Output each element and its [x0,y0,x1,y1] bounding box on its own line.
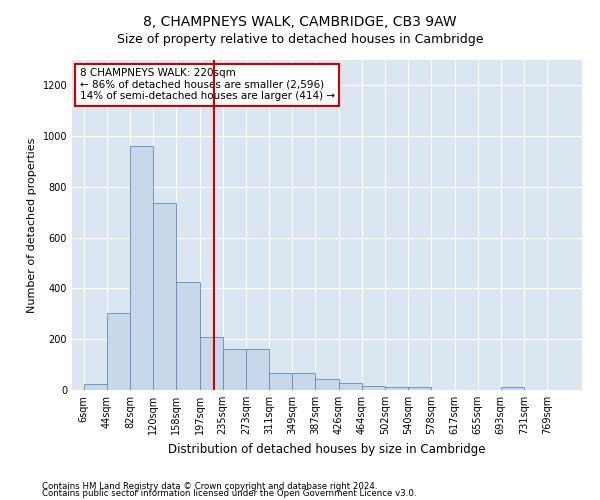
Bar [223,349,246,390]
Bar [130,146,153,390]
Bar [408,388,431,390]
Bar [385,388,408,390]
Text: 8 CHAMPNEYS WALK: 220sqm
← 86% of detached houses are smaller (2,596)
14% of sem: 8 CHAMPNEYS WALK: 220sqm ← 86% of detach… [80,68,335,102]
Bar [107,312,130,390]
Bar [292,372,316,390]
Y-axis label: Number of detached properties: Number of detached properties [27,138,37,312]
Text: Contains public sector information licensed under the Open Government Licence v3: Contains public sector information licen… [42,490,416,498]
Bar [83,384,107,390]
Bar [362,386,385,390]
Bar [246,349,269,390]
Bar [269,372,292,390]
Bar [176,282,199,390]
Text: Contains HM Land Registry data © Crown copyright and database right 2024.: Contains HM Land Registry data © Crown c… [42,482,377,491]
X-axis label: Distribution of detached houses by size in Cambridge: Distribution of detached houses by size … [168,442,486,456]
Bar [153,204,176,390]
Bar [338,383,362,390]
Bar [316,378,338,390]
Text: Size of property relative to detached houses in Cambridge: Size of property relative to detached ho… [117,32,483,46]
Text: 8, CHAMPNEYS WALK, CAMBRIDGE, CB3 9AW: 8, CHAMPNEYS WALK, CAMBRIDGE, CB3 9AW [143,15,457,29]
Bar [199,336,223,390]
Bar [501,388,524,390]
